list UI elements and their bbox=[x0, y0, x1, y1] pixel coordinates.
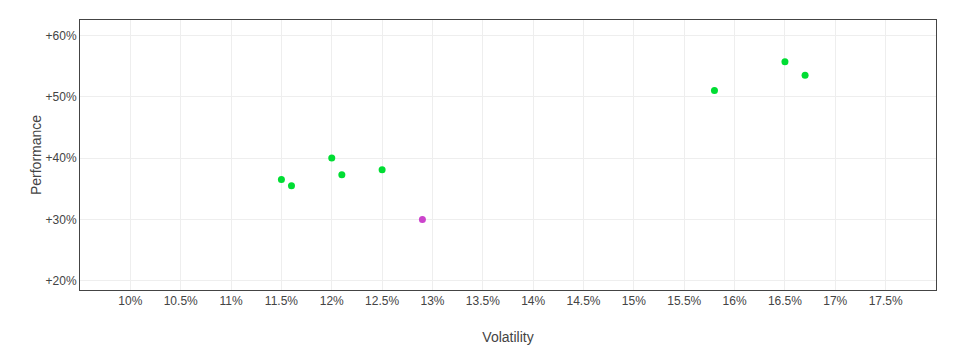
svg-text:+20%: +20% bbox=[46, 274, 77, 288]
svg-text:+60%: +60% bbox=[46, 29, 77, 43]
svg-text:15%: 15% bbox=[622, 294, 646, 308]
svg-text:13.5%: 13.5% bbox=[466, 294, 500, 308]
svg-text:Performance: Performance bbox=[28, 115, 44, 195]
svg-text:14.5%: 14.5% bbox=[567, 294, 601, 308]
svg-text:17%: 17% bbox=[823, 294, 847, 308]
svg-text:Volatility: Volatility bbox=[482, 329, 533, 345]
svg-text:16.5%: 16.5% bbox=[768, 294, 802, 308]
svg-text:+40%: +40% bbox=[46, 151, 77, 165]
svg-text:14%: 14% bbox=[521, 294, 545, 308]
svg-text:+50%: +50% bbox=[46, 90, 77, 104]
svg-text:12.5%: 12.5% bbox=[365, 294, 399, 308]
svg-text:17.5%: 17.5% bbox=[869, 294, 903, 308]
svg-text:13%: 13% bbox=[420, 294, 444, 308]
svg-text:12%: 12% bbox=[320, 294, 344, 308]
svg-text:15.5%: 15.5% bbox=[667, 294, 701, 308]
svg-text:+30%: +30% bbox=[46, 213, 77, 227]
svg-text:10.5%: 10.5% bbox=[164, 294, 198, 308]
svg-text:10%: 10% bbox=[118, 294, 142, 308]
svg-text:11%: 11% bbox=[219, 294, 242, 308]
svg-text:11.5%: 11.5% bbox=[265, 294, 298, 308]
svg-text:16%: 16% bbox=[723, 294, 747, 308]
